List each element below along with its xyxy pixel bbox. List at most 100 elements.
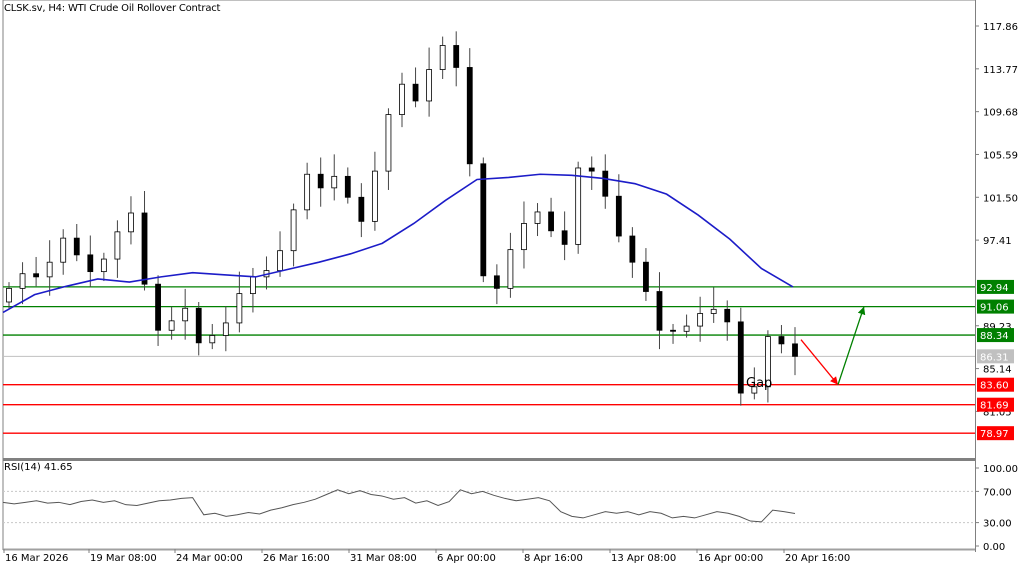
bullish-candle xyxy=(209,335,216,344)
time-tick-label: 20 Apr 16:00 xyxy=(785,553,850,564)
bearish-candle xyxy=(493,275,500,289)
bearish-candle xyxy=(792,343,798,357)
price-label-box xyxy=(977,397,1014,412)
bearish-candle xyxy=(73,237,80,256)
price-label-box xyxy=(977,349,1014,364)
price-label-text: 81.69 xyxy=(980,401,1009,412)
price-tick-label: 81.05 xyxy=(983,407,1012,418)
bullish-candle xyxy=(277,250,283,271)
bearish-candle xyxy=(33,273,40,278)
bullish-candle xyxy=(290,209,297,252)
price-tick-label: 89.23 xyxy=(983,322,1012,333)
bullish-candle xyxy=(534,211,541,224)
price-label-text: 86.31 xyxy=(980,352,1009,363)
time-tick-label: 19 Mar 08:00 xyxy=(90,553,157,564)
bullish-candle xyxy=(697,313,704,327)
down-arrow xyxy=(800,339,839,386)
bullish-candle xyxy=(114,231,121,260)
price-label-box xyxy=(977,279,1014,294)
gap-annotation: Gap xyxy=(746,376,773,391)
bullish-candle xyxy=(521,223,527,251)
bullish-candle xyxy=(304,173,311,211)
bullish-candle xyxy=(575,167,582,245)
bullish-candle xyxy=(439,45,446,70)
price-label-text: 83.60 xyxy=(980,381,1009,392)
bullish-candle xyxy=(182,307,189,322)
price-tick-label: 117.86 xyxy=(983,22,1018,33)
bullish-candle xyxy=(710,308,717,314)
price-tick-label: 113.77 xyxy=(983,65,1018,76)
price-label-box xyxy=(977,377,1014,392)
bearish-candle xyxy=(656,291,663,331)
bullish-candle xyxy=(60,237,67,263)
rsi-label: RSI(14) 41.65 xyxy=(4,462,73,473)
bullish-candle xyxy=(19,273,26,289)
price-label-box xyxy=(977,299,1014,314)
price-tick-label: 85.14 xyxy=(983,365,1012,376)
bearish-candle xyxy=(480,163,487,277)
bearish-candle xyxy=(561,230,568,245)
bearish-candle xyxy=(588,167,595,172)
bearish-candle xyxy=(778,336,785,345)
bearish-candle xyxy=(643,261,649,292)
bullish-candle xyxy=(331,175,338,189)
price-labels: 92.94 91.06 88.34 86.31 83.60 81.69 78.97 xyxy=(977,279,1014,441)
bearish-candle xyxy=(466,67,473,165)
bearish-candle xyxy=(615,195,622,237)
chart-title: CLSK.sv, H4: WTI Crude Oil Rollover Cont… xyxy=(4,3,221,14)
rsi-indicator: 100.00 70.00 30.00 0.00 xyxy=(2,464,1018,553)
price-label-box xyxy=(977,328,1014,343)
time-tick-label: 26 Mar 16:00 xyxy=(263,553,330,564)
bullish-candle xyxy=(222,322,229,336)
bearish-candle xyxy=(453,45,460,68)
time-tick-label: 16 Apr 00:00 xyxy=(698,553,763,564)
time-tick-label: 31 Mar 08:00 xyxy=(350,553,417,564)
rsi-tick-label: 30.00 xyxy=(983,519,1012,530)
bearish-candle xyxy=(737,321,744,394)
time-axis: 16 Mar 2026 19 Mar 08:00 24 Mar 00:00 26 Ma… xyxy=(3,549,850,564)
bullish-candle xyxy=(764,336,771,388)
price-tick-label: 97.41 xyxy=(983,236,1012,247)
rsi-line xyxy=(2,489,796,523)
bullish-candle xyxy=(507,249,514,289)
level-lines xyxy=(3,286,975,434)
bearish-candle xyxy=(724,308,731,323)
forecast-arrows xyxy=(800,306,866,386)
bullish-candle xyxy=(426,69,433,102)
bearish-candle xyxy=(412,83,419,102)
bearish-candle xyxy=(358,196,365,222)
rsi-tick-label: 100.00 xyxy=(983,464,1018,475)
time-tick-label: 8 Apr 16:00 xyxy=(524,553,583,564)
time-tick-label: 24 Mar 00:00 xyxy=(176,553,243,564)
rsi-tick-label: 0.00 xyxy=(983,542,1005,553)
price-tick-label: 105.59 xyxy=(983,150,1018,161)
bullish-candle xyxy=(250,276,256,295)
price-label-text: 88.34 xyxy=(980,331,1009,342)
time-tick-label: 6 Apr 00:00 xyxy=(437,553,496,564)
bearish-candle xyxy=(629,235,636,263)
bearish-candle xyxy=(317,173,324,189)
bullish-candle xyxy=(683,325,690,332)
bearish-candle xyxy=(141,212,148,285)
price-tick-label: 109.68 xyxy=(983,108,1018,119)
bullish-candle xyxy=(399,83,405,115)
price-label-box xyxy=(977,426,1014,441)
bearish-candle xyxy=(195,307,202,344)
bullish-candle xyxy=(168,320,175,331)
ma-polyline xyxy=(2,173,794,314)
bullish-candle xyxy=(46,261,53,278)
bullish-candle xyxy=(100,258,107,273)
time-tick-label: 16 Mar 2026 xyxy=(5,553,68,564)
bearish-candle xyxy=(87,254,94,273)
bearish-candle xyxy=(155,283,161,331)
price-label-text: 78.97 xyxy=(980,429,1009,440)
bullish-candle xyxy=(371,170,378,222)
price-label-text: 92.94 xyxy=(980,283,1009,294)
bearish-candle xyxy=(670,329,676,332)
price-tick-label: 101.50 xyxy=(983,193,1018,204)
bullish-candle xyxy=(128,212,134,233)
candlesticks xyxy=(6,31,798,406)
price-axis: 117.86 113.77 109.68 105.59 101.50 97.41 89.23… xyxy=(975,22,1018,418)
